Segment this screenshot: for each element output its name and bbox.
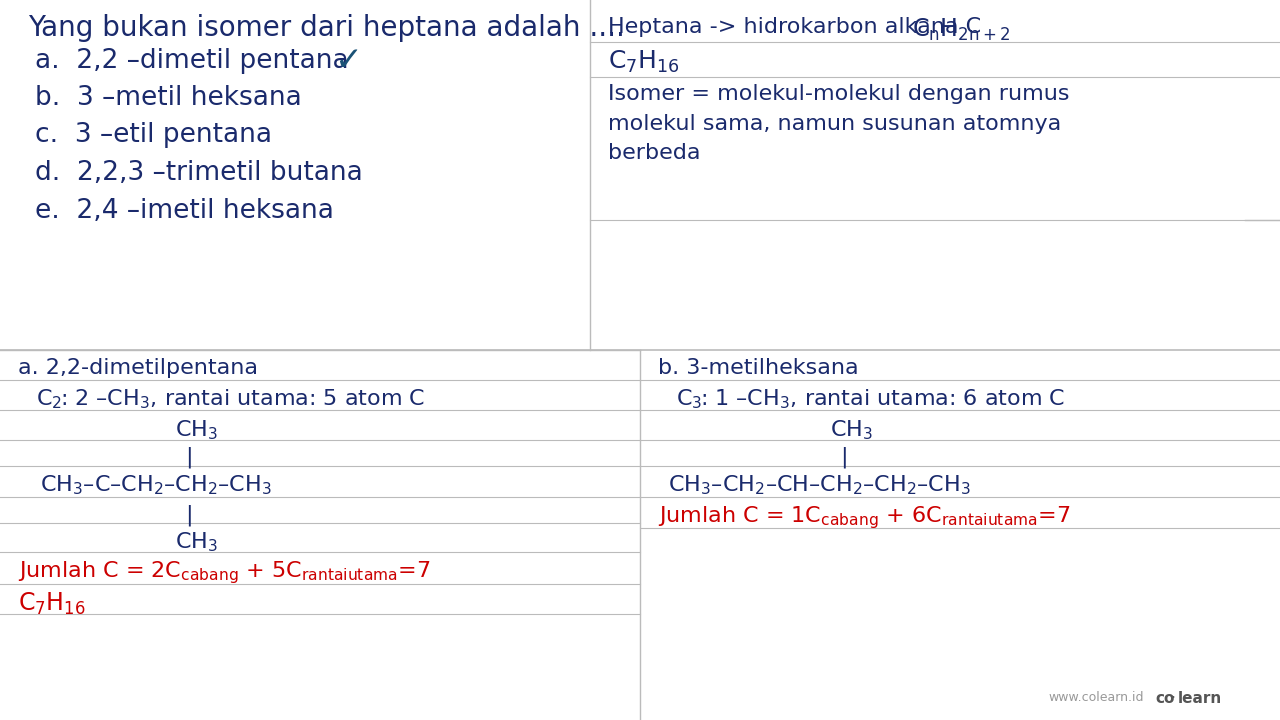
- Text: CH$\mathregular{_3}$: CH$\mathregular{_3}$: [175, 418, 218, 441]
- Text: c.  3 –etil pentana: c. 3 –etil pentana: [35, 122, 273, 148]
- Text: $\mathregular{C_3}$: $\mathregular{C_3}$: [676, 387, 703, 410]
- Text: CH$\mathregular{_3}$–CH$\mathregular{_2}$–CH–CH$\mathregular{_2}$–CH$\mathregula: CH$\mathregular{_3}$–CH$\mathregular{_2}…: [668, 473, 970, 497]
- Text: Yang bukan isomer dari heptana adalah ....: Yang bukan isomer dari heptana adalah ..…: [28, 14, 625, 42]
- Text: co: co: [1155, 691, 1174, 706]
- Text: |: |: [186, 447, 192, 469]
- Text: $\mathregular{C_2}$: $\mathregular{C_2}$: [36, 387, 61, 410]
- Text: a. 2,2-dimetilpentana: a. 2,2-dimetilpentana: [18, 358, 259, 378]
- Text: e.  2,4 –imetil heksana: e. 2,4 –imetil heksana: [35, 198, 334, 224]
- Text: a.  2,2 –dimetil pentana: a. 2,2 –dimetil pentana: [35, 48, 348, 74]
- Text: ·: ·: [1170, 691, 1175, 706]
- Text: CH$\mathregular{_3}$–C–CH$\mathregular{_2}$–CH$\mathregular{_2}$–CH$\mathregular: CH$\mathregular{_3}$–C–CH$\mathregular{_…: [40, 473, 271, 497]
- Text: Jumlah C = 1C$\mathregular{_{cabang}}$ + 6C$\mathregular{_{rantaiutama}}$=7: Jumlah C = 1C$\mathregular{_{cabang}}$ +…: [658, 504, 1071, 531]
- Text: d.  2,2,3 –trimetil butana: d. 2,2,3 –trimetil butana: [35, 160, 362, 186]
- Text: : 1 –CH$\mathregular{_3}$, rantai utama: 6 atom C: : 1 –CH$\mathregular{_3}$, rantai utama:…: [700, 387, 1065, 410]
- Text: $\mathregular{C_7H_{16}}$: $\mathregular{C_7H_{16}}$: [18, 591, 86, 617]
- Text: b.  3 –metil heksana: b. 3 –metil heksana: [35, 85, 302, 111]
- Text: ✓: ✓: [335, 44, 364, 77]
- Text: : 2 –CH$\mathregular{_3}$, rantai utama: 5 atom C: : 2 –CH$\mathregular{_3}$, rantai utama:…: [60, 387, 425, 410]
- Text: |: |: [186, 504, 192, 526]
- Text: Isomer = molekul-molekul dengan rumus
molekul sama, namun susunan atomnya
berbed: Isomer = molekul-molekul dengan rumus mo…: [608, 84, 1070, 163]
- Text: $\mathregular{C_nH_{2n+2}}$: $\mathregular{C_nH_{2n+2}}$: [911, 17, 1010, 43]
- Text: learn: learn: [1178, 691, 1222, 706]
- Text: CH$\mathregular{_3}$: CH$\mathregular{_3}$: [175, 530, 218, 554]
- Text: |: |: [840, 447, 847, 469]
- Text: www.colearn.id: www.colearn.id: [1048, 691, 1143, 704]
- Text: $\mathregular{C_7H_{16}}$: $\mathregular{C_7H_{16}}$: [608, 49, 680, 75]
- Text: Heptana -> hidrokarbon alkana C: Heptana -> hidrokarbon alkana C: [608, 17, 982, 37]
- Text: CH$\mathregular{_3}$: CH$\mathregular{_3}$: [829, 418, 873, 441]
- Text: b. 3-metilheksana: b. 3-metilheksana: [658, 358, 859, 378]
- Text: Jumlah C = 2C$\mathregular{_{cabang}}$ + 5C$\mathregular{_{rantaiutama}}$=7: Jumlah C = 2C$\mathregular{_{cabang}}$ +…: [18, 559, 431, 586]
